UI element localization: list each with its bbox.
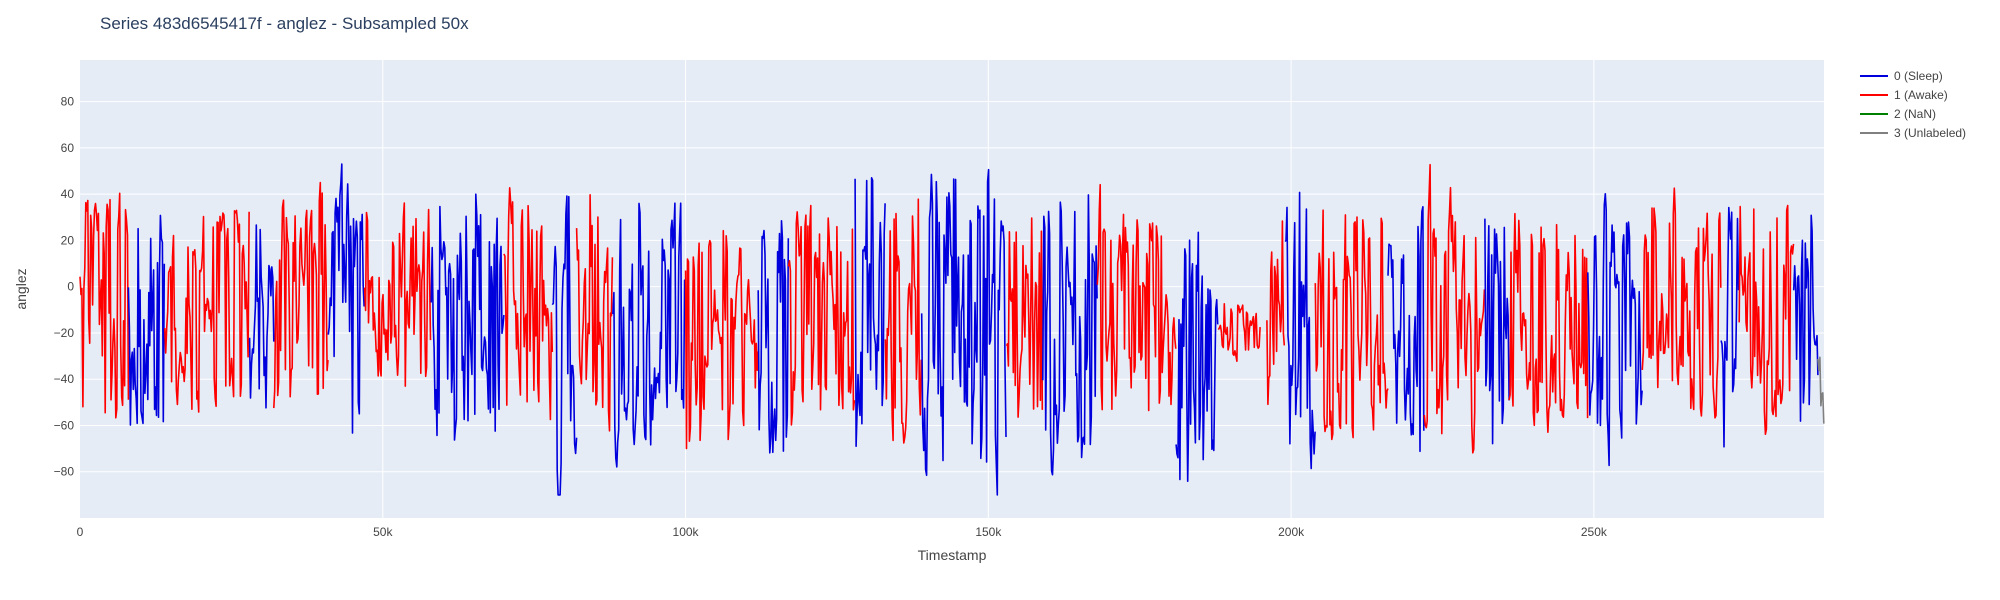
- y-tick-label: −20: [54, 326, 75, 340]
- x-tick-label: 0: [77, 525, 84, 539]
- x-tick-label: 200k: [1278, 525, 1305, 539]
- series-line-1-awake: [1005, 217, 1044, 418]
- legend-swatch-nan: [1860, 112, 1888, 115]
- series-line-1-awake: [79, 192, 130, 419]
- series-line-1-awake: [1217, 302, 1261, 363]
- x-tick-label: 100k: [673, 525, 700, 539]
- legend-swatch-awake: [1860, 93, 1888, 96]
- y-tick-label: −40: [54, 372, 75, 386]
- series-line-1-awake: [1266, 220, 1286, 406]
- legend-swatch-sleep: [1860, 74, 1888, 77]
- series-lines: [79, 163, 1825, 496]
- series-line-1-awake: [363, 202, 432, 387]
- legend-item-awake[interactable]: 1 (Awake): [1860, 85, 1966, 104]
- y-tick-label: −60: [54, 418, 75, 432]
- series-line-0-sleep: [327, 163, 365, 434]
- legend-label-sleep: 0 (Sleep): [1894, 68, 1943, 83]
- series-line-1-awake: [884, 198, 922, 444]
- y-tick-label: 60: [61, 141, 75, 155]
- y-tick-label: 0: [67, 280, 74, 294]
- series-line-0-sleep: [854, 177, 886, 448]
- series-line-1-awake: [1314, 209, 1389, 441]
- series-line-0-sleep: [430, 193, 505, 441]
- series-line-0-sleep: [1720, 206, 1740, 448]
- legend: 0 (Sleep) 1 (Awake) 2 (NaN) 3 (Unlabeled…: [1860, 66, 1966, 142]
- legend-swatch-unlabeled: [1860, 131, 1888, 134]
- series-line-1-awake: [684, 229, 759, 450]
- series-line-1-awake: [1423, 163, 1486, 454]
- series-line-0-sleep: [1484, 218, 1510, 445]
- legend-item-sleep[interactable]: 0 (Sleep): [1860, 66, 1966, 85]
- x-tick-label: 150k: [975, 525, 1002, 539]
- y-axis-ticks: −80 −60 −40 −20 0 20 40 60 80: [54, 95, 75, 479]
- series-line-0-sleep: [248, 224, 275, 409]
- series-line-1-awake: [1738, 204, 1795, 436]
- y-tick-label: 80: [61, 95, 75, 109]
- series-line-0-sleep: [757, 220, 790, 454]
- x-axis-title: Timestamp: [918, 547, 987, 563]
- y-tick-label: 20: [61, 233, 75, 247]
- x-tick-label: 250k: [1581, 525, 1608, 539]
- series-line-0-sleep: [612, 202, 687, 468]
- series-line-1-awake: [503, 187, 554, 421]
- series-line-0-sleep: [920, 168, 1007, 496]
- grid-lines: [80, 60, 1824, 518]
- series-line-0-sleep: [1042, 194, 1098, 476]
- legend-label-nan: 2 (NaN): [1894, 106, 1937, 121]
- series-line-0-sleep: [127, 214, 166, 426]
- legend-item-unlabeled[interactable]: 3 (Unlabeled): [1860, 123, 1966, 142]
- series-line-1-awake: [575, 194, 614, 432]
- y-axis-title: anglez: [13, 268, 29, 309]
- x-axis-ticks: 0 50k 100k 150k 200k 250k: [77, 525, 1608, 539]
- legend-label-awake: 1 (Awake): [1894, 87, 1948, 102]
- legend-label-unlabeled: 3 (Unlabeled): [1894, 125, 1967, 140]
- series-line-3-unlabeled: [1817, 356, 1825, 424]
- series-line-1-awake: [787, 204, 856, 426]
- chart-title: Series 483d6545417f - anglez - Subsample…: [100, 14, 469, 33]
- series-line-0-sleep: [551, 195, 578, 496]
- x-tick-label: 50k: [373, 525, 393, 539]
- series-line-1-awake: [1096, 183, 1177, 412]
- series-line-1-awake: [1508, 212, 1589, 434]
- y-tick-label: −80: [54, 465, 75, 479]
- legend-item-nan[interactable]: 2 (NaN): [1860, 104, 1966, 123]
- series-line-1-awake: [1641, 187, 1722, 419]
- series-line-1-awake: [164, 209, 250, 413]
- series-line-1-awake: [273, 181, 329, 409]
- series-line-0-sleep: [1587, 193, 1643, 467]
- series-line-0-sleep: [1175, 231, 1219, 483]
- y-tick-label: 40: [61, 187, 75, 201]
- series-line-0-sleep: [1792, 214, 1819, 422]
- series-line-0-sleep: [1387, 206, 1425, 453]
- series-line-0-sleep: [1284, 191, 1316, 470]
